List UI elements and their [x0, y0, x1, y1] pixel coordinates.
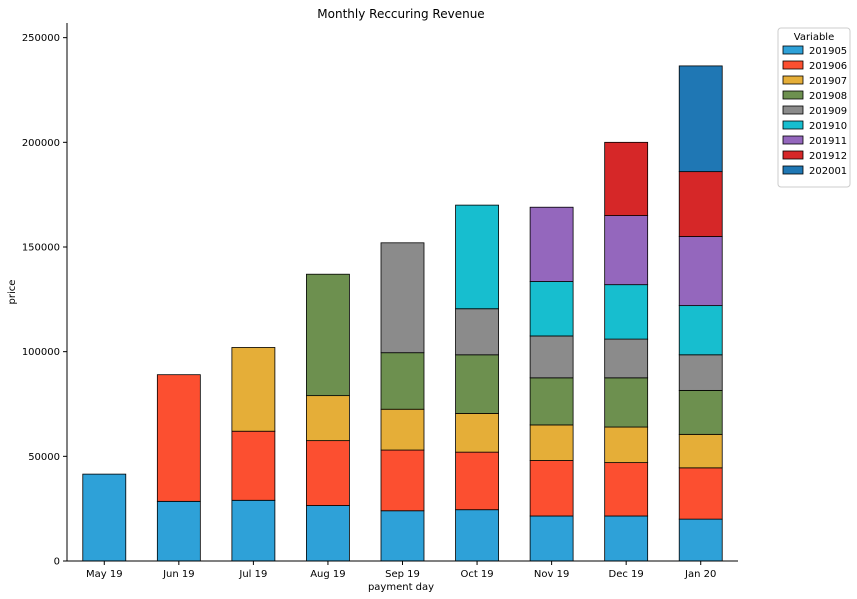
legend-label-201907: 201907: [809, 76, 847, 87]
bar-segment-201906-5: [455, 451, 499, 511]
legend-label-201911: 201911: [809, 136, 847, 147]
bar-segment-201908-7: [604, 377, 649, 428]
chart-title: Monthly Reccuring Revenue: [317, 7, 484, 21]
legend-swatch-201908: [782, 90, 804, 100]
bar-segment-202001-8: [678, 65, 723, 173]
bar-segment-201909-8: [678, 354, 723, 391]
bar-segment-201912-8: [678, 171, 723, 237]
bar-segment-201909-7: [604, 338, 649, 379]
bar-segment-201910-8: [678, 305, 723, 356]
bar-segment-201909-6: [529, 335, 574, 379]
bar-segment-201905-7: [604, 515, 649, 562]
x-tick-label: Jul 19: [238, 569, 267, 580]
bar-segment-201911-8: [678, 236, 723, 307]
legend-swatch-201910: [782, 120, 804, 130]
bar-segment-201905-4: [380, 510, 425, 562]
y-tick-label: 100000: [22, 347, 60, 358]
bar-segment-201907-2: [231, 347, 276, 432]
y-axis-label: price: [7, 280, 18, 305]
y-tick-label: 0: [54, 557, 60, 568]
legend-label-201909: 201909: [809, 106, 847, 117]
bar-segment-201908-6: [529, 377, 574, 426]
bar-segment-201910-6: [529, 281, 574, 337]
x-tick-label: Jan 20: [684, 569, 716, 580]
bar-segment-201908-3: [306, 273, 350, 397]
legend-label-202001: 202001: [809, 166, 847, 177]
legend-swatch-201909: [782, 105, 804, 115]
bar-segment-201906-2: [231, 430, 276, 501]
bar-segment-201907-6: [529, 424, 574, 461]
bar-segment-201908-5: [455, 354, 499, 414]
x-tick-label: Jun 19: [162, 569, 195, 580]
bar-segment-201906-6: [529, 460, 574, 517]
bar-segment-201905-6: [529, 515, 574, 562]
bar-segment-201909-5: [455, 308, 499, 356]
bar-segment-201906-1: [156, 374, 201, 502]
y-tick-label: 50000: [28, 452, 60, 463]
legend-title: Variable: [794, 32, 835, 43]
bar-segment-201907-8: [678, 433, 723, 469]
legend-label-201905: 201905: [809, 46, 847, 57]
legend-swatch-201911: [782, 135, 804, 145]
bar-segment-201907-7: [604, 426, 649, 464]
x-tick-label: Oct 19: [460, 569, 493, 580]
bar-segment-201906-3: [306, 440, 350, 506]
legend: Variable 201905 201906 201907 201908 201909 20…: [777, 27, 851, 188]
axes-layer: 0 50000 100000 150000 200000 250000 May 19 Jun …: [22, 23, 738, 580]
legend-label-201912: 201912: [809, 151, 847, 162]
bar-segment-201909-4: [380, 242, 425, 354]
legend-swatch-202001: [782, 165, 804, 175]
bar-segment-201910-7: [604, 284, 649, 340]
bar-segment-201912-7: [604, 141, 649, 216]
bar-segment-201905-1: [156, 500, 201, 562]
bar-segment-201911-6: [529, 206, 574, 282]
x-tick-label: May 19: [86, 569, 123, 580]
legend-label-201906: 201906: [809, 61, 847, 72]
bar-segment-201908-4: [380, 352, 425, 410]
bar-segment-201905-3: [306, 505, 350, 562]
bar-segment-201911-7: [604, 215, 649, 286]
bar-segment-201905-0: [82, 473, 127, 562]
x-tick-label: Dec 19: [609, 569, 644, 580]
bar-segment-201907-4: [380, 408, 425, 451]
bar-segment-201905-5: [455, 509, 499, 562]
legend-label-201908: 201908: [809, 91, 847, 102]
y-tick-label: 250000: [22, 33, 60, 44]
bar-segment-201906-7: [604, 462, 649, 517]
bar-segment-201906-4: [380, 449, 425, 512]
legend-swatch-201906: [782, 60, 804, 70]
legend-swatch-201905: [782, 45, 804, 55]
bar-segment-201910-5: [455, 204, 499, 310]
bar-segment-201908-8: [678, 389, 723, 435]
legend-swatch-201912: [782, 150, 804, 160]
legend-swatch-201907: [782, 75, 804, 85]
legend-label-201910: 201910: [809, 121, 847, 132]
bar-segment-201906-8: [678, 467, 723, 520]
bar-segment-201907-3: [306, 395, 350, 442]
x-tick-label: Sep 19: [385, 569, 420, 580]
bar-segment-201907-5: [455, 413, 499, 453]
bar-segment-201905-2: [231, 499, 276, 562]
y-tick-label: 200000: [22, 138, 60, 149]
bars-layer: [82, 65, 723, 562]
x-tick-label: Nov 19: [534, 569, 569, 580]
bar-segment-201905-8: [678, 518, 723, 562]
x-axis-label: payment day: [368, 582, 434, 593]
x-tick-label: Aug 19: [310, 569, 345, 580]
y-tick-label: 150000: [22, 242, 60, 253]
